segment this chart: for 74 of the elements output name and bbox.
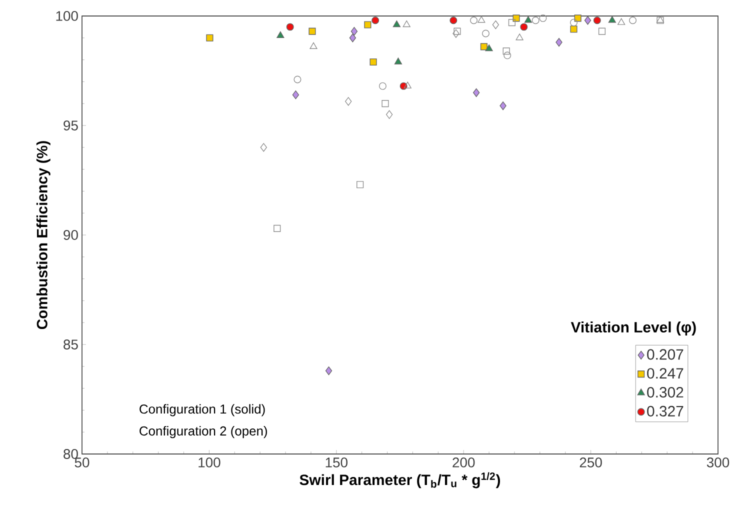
point	[345, 97, 352, 106]
point	[482, 30, 490, 38]
point	[508, 19, 516, 26]
point	[556, 38, 562, 47]
x-tick-label: 150	[326, 458, 348, 468]
point	[382, 100, 389, 108]
point	[276, 31, 284, 38]
point	[260, 143, 267, 152]
point	[480, 43, 488, 50]
point	[574, 14, 582, 22]
point	[570, 26, 578, 33]
point	[593, 16, 601, 24]
legend-label: 0.302	[647, 386, 684, 398]
legend-label: 0.327	[647, 406, 684, 416]
point	[392, 20, 400, 28]
point	[356, 181, 364, 188]
y-tick-label: 80	[64, 449, 78, 459]
point	[350, 26, 358, 36]
point	[598, 28, 606, 35]
point	[618, 18, 626, 25]
point	[274, 224, 281, 232]
point	[512, 14, 520, 22]
legend-label: 0.247	[647, 368, 684, 379]
point	[310, 42, 318, 49]
point	[452, 29, 460, 38]
point	[372, 16, 380, 24]
legend-title: Vitiation Level (φ)	[570, 322, 696, 336]
y-tick-label: 90	[64, 230, 78, 240]
x-axis-title: Swirl Parameter (T$_{b}$/T$_{u}$ * g$^{1/2}$)	[300, 472, 500, 488]
y-axis-title: Combustion Efficiency (%)	[36, 141, 50, 330]
point	[539, 14, 547, 22]
x-tick-label: 250	[580, 458, 602, 468]
point	[472, 88, 480, 97]
point	[378, 82, 386, 90]
point	[349, 34, 356, 42]
annotation: Configuration 1 (solid)	[140, 404, 265, 416]
point	[532, 16, 540, 24]
point	[308, 28, 316, 35]
point	[286, 23, 294, 31]
point	[504, 52, 512, 60]
point	[364, 21, 372, 28]
point	[404, 82, 412, 88]
point	[500, 101, 506, 110]
point	[206, 34, 214, 42]
point	[325, 366, 332, 376]
point	[386, 110, 393, 119]
point	[394, 58, 402, 64]
point	[516, 34, 524, 40]
point	[294, 76, 302, 84]
point	[470, 16, 478, 24]
point	[584, 16, 592, 25]
x-tick-label: 300	[706, 458, 730, 468]
point	[570, 18, 578, 26]
point	[292, 90, 300, 100]
point	[402, 20, 410, 28]
y-tick-label: 95	[64, 120, 78, 130]
point	[524, 16, 532, 23]
point	[485, 44, 493, 52]
x-tick-label: 50	[74, 458, 90, 468]
point	[370, 58, 377, 66]
point	[608, 16, 616, 23]
y-tick-label: 85	[64, 340, 78, 350]
point	[520, 23, 528, 31]
point	[629, 16, 637, 24]
point	[478, 16, 486, 23]
x-tick-label: 200	[452, 458, 475, 468]
annotation: Configuration 2 (open)	[140, 426, 267, 438]
x-tick-label: 100	[198, 458, 220, 468]
point	[502, 48, 510, 55]
y-tick-label: 100	[56, 11, 78, 21]
legend-label: 0.207	[647, 349, 684, 360]
point	[454, 28, 461, 35]
point	[450, 16, 458, 24]
point	[492, 20, 499, 30]
